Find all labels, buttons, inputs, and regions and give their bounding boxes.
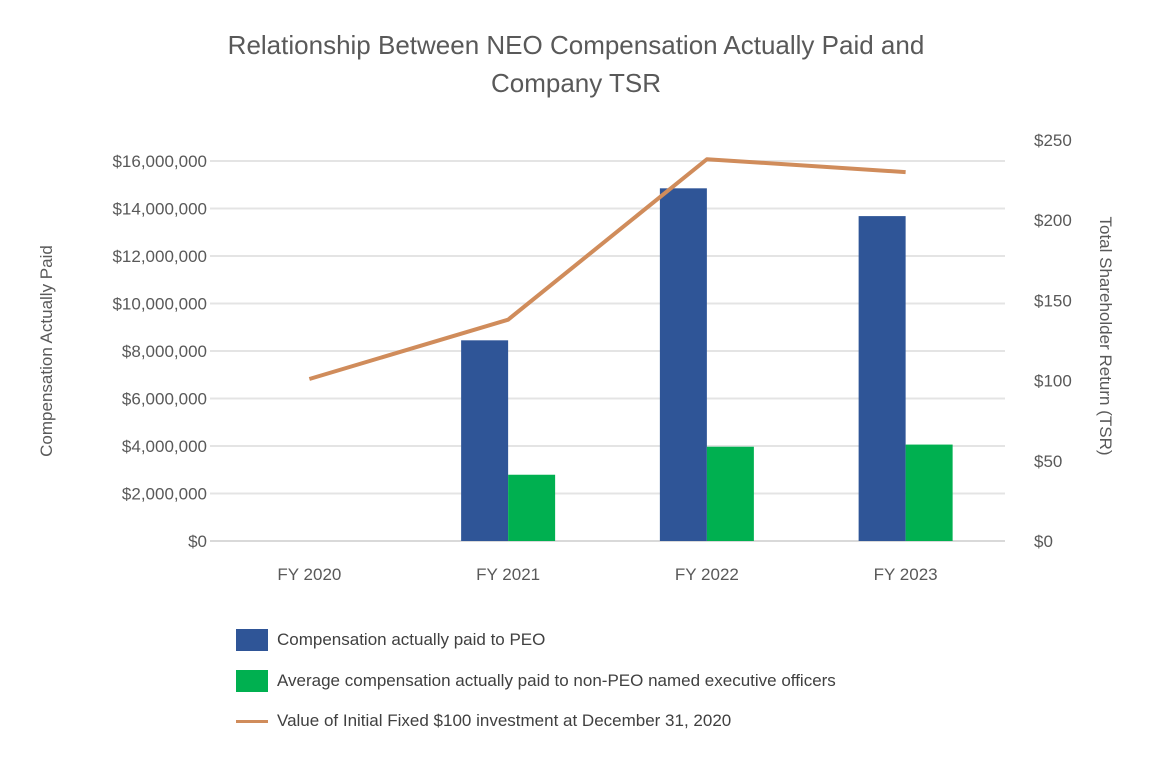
y-tick-label: $14,000,000 (112, 200, 207, 219)
y2-tick-label: $200 (1034, 211, 1072, 230)
bar-peo (659, 188, 707, 541)
y-tick-label: $6,000,000 (122, 390, 207, 409)
bar-non-peo (706, 446, 754, 541)
chart-title: Relationship Between NEO Compensation Ac… (227, 30, 925, 98)
y2-axis-title: Total Shareholder Return (TSR) (1096, 216, 1115, 455)
legend-label-non-peo: Average compensation actually paid to no… (277, 670, 836, 690)
x-tick-label: FY 2022 (675, 565, 739, 584)
y2-tick-label: $150 (1034, 291, 1072, 310)
tsr-line (308, 157, 906, 381)
legend-swatch-tsr (236, 719, 268, 723)
legend-item-non-peo: Average compensation actually paid to no… (236, 661, 836, 702)
legend: Compensation actually paid to PEO Averag… (236, 620, 836, 742)
y-tick-label: $2,000,000 (122, 485, 207, 504)
legend-label-peo: Compensation actually paid to PEO (277, 630, 546, 650)
legend-label-tsr: Value of Initial Fixed $100 investment a… (277, 711, 732, 731)
legend-item-tsr: Value of Initial Fixed $100 investment a… (236, 701, 836, 742)
legend-swatch-non-peo (236, 669, 268, 692)
y-tick-label: $4,000,000 (122, 437, 207, 456)
x-tick-label: FY 2023 (874, 565, 938, 584)
y-tick-label: $0 (188, 532, 207, 551)
legend-swatch-peo (236, 629, 268, 652)
y2-tick-label: $50 (1034, 452, 1062, 471)
y2-tick-label: $250 (1034, 131, 1072, 150)
y2-tick-label: $100 (1034, 372, 1072, 391)
y-axis-title: Compensation Actually Paid (37, 245, 56, 457)
x-tick-label: FY 2021 (476, 565, 540, 584)
chart-plot: $0 $2,000,000 $4,000,000 $6,000,000 $8,000,0… (37, 131, 1115, 584)
bar-peo (461, 340, 509, 541)
y-tick-label: $12,000,000 (112, 247, 207, 266)
bar-non-peo (905, 444, 953, 541)
x-tick-label: FY 2020 (277, 565, 341, 584)
legend-item-peo: Compensation actually paid to PEO (236, 620, 836, 661)
y-tick-label: $8,000,000 (122, 342, 207, 361)
y2-tick-label: $0 (1034, 532, 1053, 551)
bar-non-peo (508, 474, 556, 541)
bar-peo (858, 216, 906, 541)
y-tick-label: $10,000,000 (112, 295, 207, 314)
y-tick-label: $16,000,000 (112, 152, 207, 171)
